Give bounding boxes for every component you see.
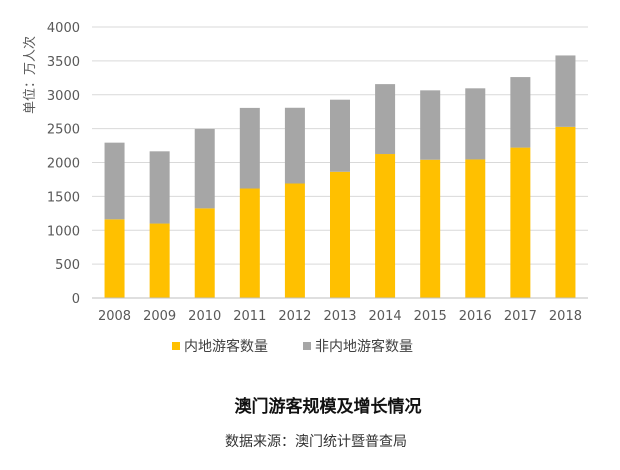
y-tick-label: 4000 <box>47 21 80 36</box>
y-tick-label: 0 <box>72 292 80 307</box>
bar-non-mainland-visitors <box>194 128 215 209</box>
legend: 内地游客数量 非内地游客数量 <box>172 338 413 355</box>
bar-non-mainland-visitors <box>149 151 170 224</box>
bar-non-mainland-visitors <box>104 142 125 220</box>
chart-title: 澳门游客规模及增长情况 <box>235 396 422 417</box>
x-tick-label: 2016 <box>459 309 492 324</box>
bar-mainland-visitors <box>420 159 441 298</box>
y-tick-label: 3000 <box>47 89 80 104</box>
x-tick-label: 2015 <box>414 309 447 324</box>
bar-mainland-visitors <box>510 147 531 298</box>
legend-swatch-mainland <box>172 342 180 350</box>
bars <box>104 55 576 299</box>
y-tick-label: 1500 <box>47 190 80 205</box>
y-axis-label: 单位：万人次 <box>22 36 38 114</box>
x-tick-label: 2013 <box>323 309 356 324</box>
bar-non-mainland-visitors <box>555 55 576 127</box>
data-source-note: 数据来源：澳门统计暨普查局 <box>225 434 407 450</box>
legend-label-mainland: 内地游客数量 <box>184 338 268 355</box>
x-tick-label: 2010 <box>188 309 221 324</box>
bar-non-mainland-visitors <box>420 90 441 160</box>
bar-non-mainland-visitors <box>510 77 531 148</box>
bar-non-mainland-visitors <box>239 107 260 189</box>
y-tick-label: 3500 <box>47 55 80 70</box>
legend-label-non-mainland: 非内地游客数量 <box>315 338 413 355</box>
bar-mainland-visitors <box>149 223 170 298</box>
bar-mainland-visitors <box>330 171 350 298</box>
x-tick-label: 2018 <box>549 309 582 324</box>
bar-non-mainland-visitors <box>330 99 350 172</box>
x-tick-label: 2009 <box>143 309 176 324</box>
y-tick-label: 2500 <box>47 123 80 138</box>
bar-mainland-visitors <box>284 183 305 298</box>
y-tick-label: 500 <box>55 258 80 273</box>
bar-mainland-visitors <box>239 188 260 298</box>
y-tick-label: 2000 <box>47 157 80 172</box>
bar-non-mainland-visitors <box>284 107 305 184</box>
bar-mainland-visitors <box>375 154 396 298</box>
x-tick-label: 2008 <box>98 309 131 324</box>
y-tick-label: 1000 <box>47 224 80 239</box>
bar-mainland-visitors <box>194 208 215 298</box>
x-tick-label: 2014 <box>369 309 402 324</box>
bar-mainland-visitors <box>104 219 125 298</box>
x-tick-label: 2012 <box>278 309 311 324</box>
x-tick-label: 2017 <box>504 309 537 324</box>
axes: 0 500 1000 1500 2000 2500 3000 3500 4000 2008 2009… <box>47 21 588 324</box>
bar-mainland-visitors <box>465 159 486 298</box>
x-tick-label: 2011 <box>233 309 266 324</box>
bar-non-mainland-visitors <box>375 84 396 155</box>
legend-swatch-non-mainland <box>303 342 311 350</box>
bar-mainland-visitors <box>555 126 576 299</box>
bar-non-mainland-visitors <box>465 88 486 160</box>
